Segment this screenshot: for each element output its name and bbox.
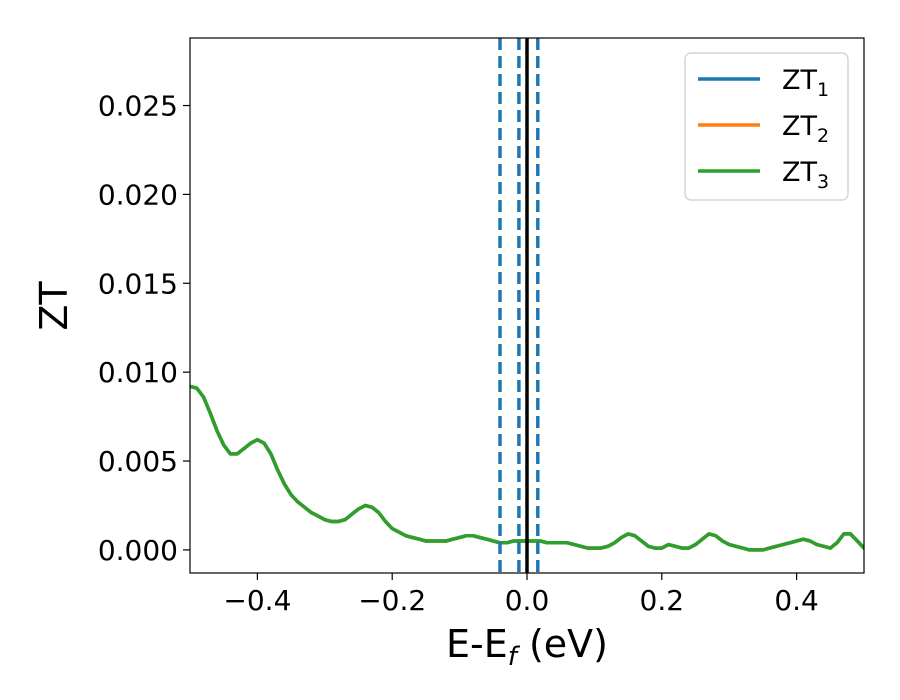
x-tick-label: 0.2 bbox=[640, 584, 685, 617]
legend-label-zt1: ZT1 bbox=[782, 65, 829, 101]
x-tick-label: −0.4 bbox=[223, 584, 291, 617]
y-tick-label: 0.020 bbox=[98, 178, 178, 211]
y-tick-label: 0.010 bbox=[98, 356, 178, 389]
legend-label-zt2: ZT2 bbox=[782, 111, 829, 147]
y-tick-label: 0.005 bbox=[98, 445, 178, 478]
x-tick-label: 0.0 bbox=[505, 584, 550, 617]
y-axis-title: ZT bbox=[32, 281, 76, 331]
y-tick-label: 0.015 bbox=[98, 267, 178, 300]
legend-box bbox=[684, 52, 849, 201]
y-tick-label: 0.025 bbox=[98, 90, 178, 123]
x-axis-title: E-Ef (eV) bbox=[446, 622, 608, 672]
legend: ZT1 ZT2 ZT3 bbox=[684, 52, 849, 201]
x-tick-label: 0.4 bbox=[774, 584, 819, 617]
x-axis: −0.4 −0.2 0.0 0.2 0.4 bbox=[223, 573, 819, 617]
reference-lines bbox=[498, 38, 540, 573]
legend-label-zt3: ZT3 bbox=[782, 157, 829, 193]
y-tick-label: 0.000 bbox=[98, 534, 178, 567]
x-tick-label: −0.2 bbox=[358, 584, 426, 617]
y-axis: 0.000 0.005 0.010 0.015 0.020 0.025 bbox=[98, 90, 190, 567]
